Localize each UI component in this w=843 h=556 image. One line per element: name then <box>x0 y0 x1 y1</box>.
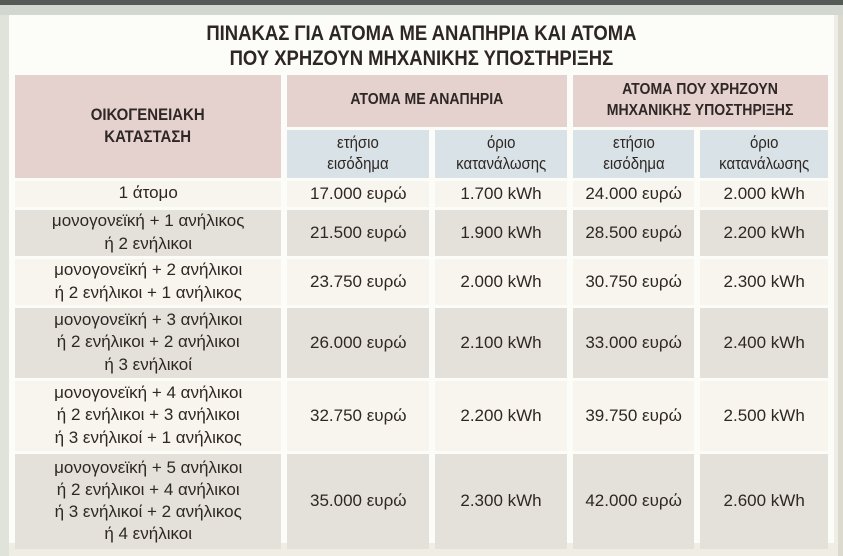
page-title: ΠΙΝΑΚΑΣ ΓΙΑ ΑΤΟΜΑ ΜΕ ΑΝΑΠΗΡΙΑ ΚΑΙ ΑΤΟΜΑ … <box>9 15 834 72</box>
sub-header-mechanical-income: ετήσιο εισόδημα <box>572 129 695 178</box>
top-frame-strip <box>0 5 843 15</box>
mechanical-income-cell: 42.000 ευρώ <box>572 453 695 549</box>
mechanical-limit-cell: 2.600 kWh <box>700 453 828 549</box>
sub-header-mechanical-limit: όριο κατανάλωσης <box>700 129 828 178</box>
disability-income-cell: 26.000 ευρώ <box>287 307 430 378</box>
mechanical-limit-cell: 2.400 kWh <box>700 307 828 378</box>
sub-header-disability-income-label: ετήσιο εισόδημα <box>327 133 389 173</box>
mechanical-limit-cell: 2.200 kWh <box>700 209 828 256</box>
col-header-disability-label: ΑΤΟΜΑ ΜΕ ΑΝΑΠΗΡΙΑ <box>350 91 504 109</box>
disability-limit-cell: 2.100 kWh <box>435 307 567 378</box>
mechanical-income-cell: 39.750 ευρώ <box>572 380 695 451</box>
disability-income-cell: 23.750 ευρώ <box>287 258 430 305</box>
sub-header-disability-limit: όριο κατανάλωσης <box>435 129 567 178</box>
disability-income-cell: 21.500 ευρώ <box>287 209 430 256</box>
disability-income-cell: 32.750 ευρώ <box>287 380 430 451</box>
col-header-mechanical-support-label: ΑΤΟΜΑ ΠΟΥ ΧΡΗΖΟΥΝ ΜΗΧΑΝΙΚΗΣ ΥΠΟΣΤΗΡΙΞΗΣ <box>607 80 794 119</box>
disability-limit-cell: 1.700 kWh <box>435 180 567 207</box>
sub-header-disability-income: ετήσιο εισόδημα <box>287 129 430 178</box>
table-row: μονογονεϊκή + 1 ανήλικος ή 2 ενήλικοι 21… <box>15 209 828 256</box>
disability-limit-cell: 2.000 kWh <box>435 258 567 305</box>
content-panel: ΠΙΝΑΚΑΣ ΓΙΑ ΑΤΟΜΑ ΜΕ ΑΝΑΠΗΡΙΑ ΚΑΙ ΑΤΟΜΑ … <box>9 15 834 549</box>
right-frame-strip <box>838 15 843 556</box>
table-row: μονογονεϊκή + 2 ανήλικοι ή 2 ενήλικοι + … <box>15 258 828 305</box>
left-frame-strip <box>0 15 9 556</box>
sub-header-row: ετήσιο εισόδημα όριο κατανάλωσης ετήσιο … <box>15 129 828 178</box>
eligibility-table: ΟΙΚΟΓΕΝΕΙΑΚΗ ΚΑΤΑΣΤΑΣΗ ΑΤΟΜΑ ΜΕ ΑΝΑΠΗΡΙΑ… <box>9 72 834 552</box>
table-row: μονογονεϊκή + 3 ανήλικοι ή 2 ενήλικοι + … <box>15 307 828 378</box>
col-header-disability: ΑΤΟΜΑ ΜΕ ΑΝΑΠΗΡΙΑ <box>287 74 567 127</box>
table-row: 1 άτομο 17.000 ευρώ 1.700 kWh 24.000 ευρ… <box>15 180 828 207</box>
family-status-cell: μονογονεϊκή + 1 ανήλικος ή 2 ενήλικοι <box>15 209 282 256</box>
mechanical-limit-cell: 2.500 kWh <box>700 380 828 451</box>
table-row: μονογονεϊκή + 4 ανήλικοι ή 2 ενήλικοι + … <box>15 380 828 451</box>
col-header-mechanical-support: ΑΤΟΜΑ ΠΟΥ ΧΡΗΖΟΥΝ ΜΗΧΑΝΙΚΗΣ ΥΠΟΣΤΗΡΙΞΗΣ <box>572 74 828 127</box>
sub-header-mechanical-income-label: ετήσιο εισόδημα <box>602 133 665 173</box>
mechanical-limit-cell: 2.300 kWh <box>700 258 828 305</box>
sub-header-mechanical-limit-label: όριο κατανάλωσης <box>719 133 810 173</box>
family-status-cell: μονογονεϊκή + 2 ανήλικοι ή 2 ενήλικοι + … <box>15 258 282 305</box>
col-header-family-status-label: ΟΙΚΟΓΕΝΕΙΑΚΗ ΚΑΤΑΣΤΑΣΗ <box>91 104 206 146</box>
disability-limit-cell: 2.200 kWh <box>435 380 567 451</box>
family-status-cell: μονογονεϊκή + 4 ανήλικοι ή 2 ενήλικοι + … <box>15 380 282 451</box>
disability-limit-cell: 2.300 kWh <box>435 453 567 549</box>
family-status-cell: μονογονεϊκή + 3 ανήλικοι ή 2 ενήλικοι + … <box>15 307 282 378</box>
mechanical-income-cell: 30.750 ευρώ <box>572 258 695 305</box>
table-row: μονογονεϊκή + 5 ανήλικοι ή 2 ενήλικοι + … <box>15 453 828 549</box>
disability-limit-cell: 1.900 kWh <box>435 209 567 256</box>
mechanical-limit-cell: 2.000 kWh <box>700 180 828 207</box>
page-title-text: ΠΙΝΑΚΑΣ ΓΙΑ ΑΤΟΜΑ ΜΕ ΑΝΑΠΗΡΙΑ ΚΑΙ ΑΤΟΜΑ … <box>206 22 637 70</box>
mechanical-income-cell: 24.000 ευρώ <box>572 180 695 207</box>
sub-header-disability-limit-label: όριο κατανάλωσης <box>455 133 547 173</box>
top-frame-bar <box>0 0 843 5</box>
family-status-cell: 1 άτομο <box>15 180 282 207</box>
disability-income-cell: 35.000 ευρώ <box>287 453 430 549</box>
disability-income-cell: 17.000 ευρώ <box>287 180 430 207</box>
group-header-row: ΟΙΚΟΓΕΝΕΙΑΚΗ ΚΑΤΑΣΤΑΣΗ ΑΤΟΜΑ ΜΕ ΑΝΑΠΗΡΙΑ… <box>15 74 828 178</box>
col-header-family-status: ΟΙΚΟΓΕΝΕΙΑΚΗ ΚΑΤΑΣΤΑΣΗ <box>15 74 282 178</box>
family-status-cell: μονογονεϊκή + 5 ανήλικοι ή 2 ενήλικοι + … <box>15 453 282 549</box>
mechanical-income-cell: 28.500 ευρώ <box>572 209 695 256</box>
mechanical-income-cell: 33.000 ευρώ <box>572 307 695 378</box>
